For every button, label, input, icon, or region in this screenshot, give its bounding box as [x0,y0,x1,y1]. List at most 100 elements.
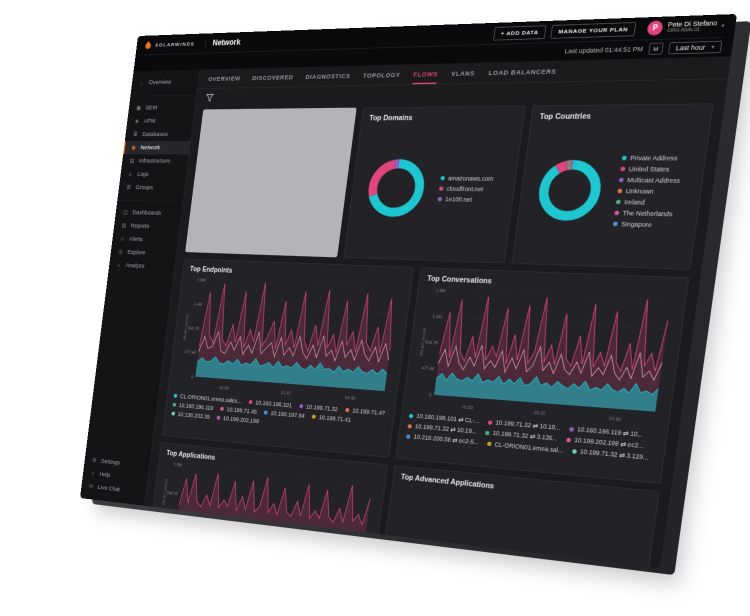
sidebar-item-groups[interactable]: ⊞ Groups [118,181,185,195]
tab-label: TOPOLOGY [362,71,401,80]
legend-dot [408,413,414,418]
tab-load-balancers[interactable]: LOAD BALANCERS [487,68,557,83]
legend-label: 10.199.202.199 [222,414,260,425]
legend-item[interactable]: cloudfront.net [438,185,493,193]
time-range-value: Last hour [675,43,706,52]
sidebar-item-label: Analyze [125,261,145,270]
legend-item[interactable]: 1e100.net [437,196,491,204]
legend-item[interactable]: United States [620,165,682,173]
legend-dot [248,399,253,405]
legend-item[interactable]: 10.160.196.101 [248,399,292,409]
svg-text:954.7K: 954.7K [425,340,440,346]
solarwinds-logo-icon [145,40,151,49]
svg-text:1.4M: 1.4M [432,314,442,319]
legend-dot [614,210,620,216]
sidebar-item-infrastructure[interactable]: ▤ Infrastructure [121,154,188,168]
sidebar-item-label: Explore [126,248,146,257]
sidebar-item-logs[interactable]: ≡ Logs [120,167,187,181]
tab-overview[interactable]: OVERVIEW [207,75,241,88]
top-domains-donut-chart [357,152,436,226]
legend-dot [299,404,304,409]
sidebar-item-label: Help [99,470,111,479]
user-menu[interactable]: P Pete Di Stefano ORG-NVA-01 ▾ [646,18,726,36]
time-range-select[interactable]: Last hour ▾ [668,40,723,55]
sidebar-item-label: Overview [148,78,172,87]
sidebar-item-label: Reports [130,222,150,230]
panel-top-applications: Top Applications 1.9M 954.7K 0 bits per sec… [147,442,388,569]
legend-label: Ireland [623,198,646,207]
legend-dot [171,411,176,416]
tab-topology[interactable]: TOPOLOGY [362,71,401,85]
sidebar-item-icon: ▥ [121,222,127,229]
legend-item[interactable]: 10.199.71.47 [345,407,385,417]
top-domains-body: amazonaws.com cloudfront.net [352,121,515,256]
legend-item[interactable]: 10.160.197.94 [263,409,305,419]
refresh-mode-button[interactable]: M [648,42,664,55]
sidebar-item-label: Infrastructure [138,157,171,165]
sidebar-item-network[interactable]: ◉ Network [123,141,191,155]
svg-text:01:00: 01:00 [462,405,473,411]
svg-text:bits per second: bits per second [161,479,168,505]
legend-label: 1e100.net [444,195,473,204]
legend-item[interactable]: Ireland [615,198,678,207]
top-countries-donut-chart [526,152,614,230]
top-bar: solarwinds Network + ADD DATA MANAGE YOU… [133,14,738,72]
sidebar-item-databases[interactable]: ≣ Databases [125,128,193,142]
widget-grid: Top Domains amazonaws.com [145,100,725,569]
legend-item[interactable]: Unknown [617,187,679,195]
legend-dot [216,415,221,420]
filter-funnel-icon[interactable] [205,94,214,102]
legend-dot [612,221,618,227]
legend-item[interactable]: 10.160.196.119 [172,401,214,411]
sidebar-item-label: Groups [135,183,154,192]
sidebar-item-label: Dashboards [131,209,162,217]
legend-dot [407,423,413,429]
sidebar-item-icon: ◫ [122,208,129,216]
legend-dot [615,199,621,205]
map-placeholder [185,107,357,258]
legend-item[interactable]: The Netherlands [614,209,676,218]
legend-label: Singapore [620,220,653,229]
sidebar-group-bottom: ⚙ Settings ? Help ✉ Live Chat [81,453,150,500]
legend-item[interactable]: 10.199.71.32 [299,403,338,413]
legend-dot [621,155,627,161]
sidebar-item-apm[interactable]: ◈ APM [126,114,194,128]
legend-item[interactable]: 10.136.233.39 [171,410,210,420]
legend-label: Unknown [625,187,655,196]
legend-item[interactable]: 10.199.71.41 [311,413,352,424]
sidebar-item-icon: ⊞ [126,183,132,191]
tab-flows[interactable]: FLOWS [412,70,439,85]
sidebar-item-icon: ⚠ [119,235,125,242]
legend-item[interactable]: 10.199.71.45 [220,405,257,415]
legend-item[interactable]: 10.199.202.199 [216,414,260,425]
user-org: ORG-NVA-01 [666,27,701,34]
tab-vlans[interactable]: VLANS [450,70,475,84]
legend-label: Multicast Address [626,176,681,185]
svg-text:954.7K: 954.7K [166,491,178,497]
legend-item[interactable]: Private Address [621,154,684,162]
sidebar-item-analyze[interactable]: ≈ Analyze [108,258,175,274]
sidebar-item-overview[interactable]: ⌂ Overview [131,75,199,90]
top-endpoints-chart: 1.9M 1.4M 954.7K 477.4K 0 01:00 01:15 01:30 bits… [182,278,405,401]
legend-item[interactable]: Singapore [612,220,675,229]
sidebar-item-icon: ⚙ [91,456,97,464]
content-area: OVERVIEW DISCOVERED DIAGNOSTICS TOPOLOGY [144,56,732,569]
legend-label: 10.199.71.41 [318,413,352,424]
svg-text:477.4K: 477.4K [421,366,436,372]
svg-text:bits per second: bits per second [419,328,427,356]
legend-dot [571,448,577,454]
tab-diagnostics[interactable]: DIAGNOSTICS [304,73,351,87]
legend-item[interactable]: amazonaws.com [440,175,494,182]
main-area: ⌂ Overview ▣ SEM ◈ APM [80,56,732,569]
add-data-button[interactable]: + ADD DATA [493,24,547,41]
legend-dot [484,430,490,435]
tab-discovered[interactable]: DISCOVERED [251,74,294,87]
legend-item[interactable]: Multicast Address [618,176,681,185]
last-updated-text: Last updated 01:44:51 PM [564,45,644,55]
page-title: Network [204,37,242,48]
sidebar-item-sem[interactable]: ▣ SEM [128,101,196,115]
sidebar-group-monitoring: ▣ SEM ◈ APM ≣ Databases [118,94,197,195]
manage-plan-button[interactable]: MANAGE YOUR PLAN [550,21,637,39]
legend-dot [620,166,626,172]
sidebar-group-top: ⌂ Overview [131,75,199,90]
